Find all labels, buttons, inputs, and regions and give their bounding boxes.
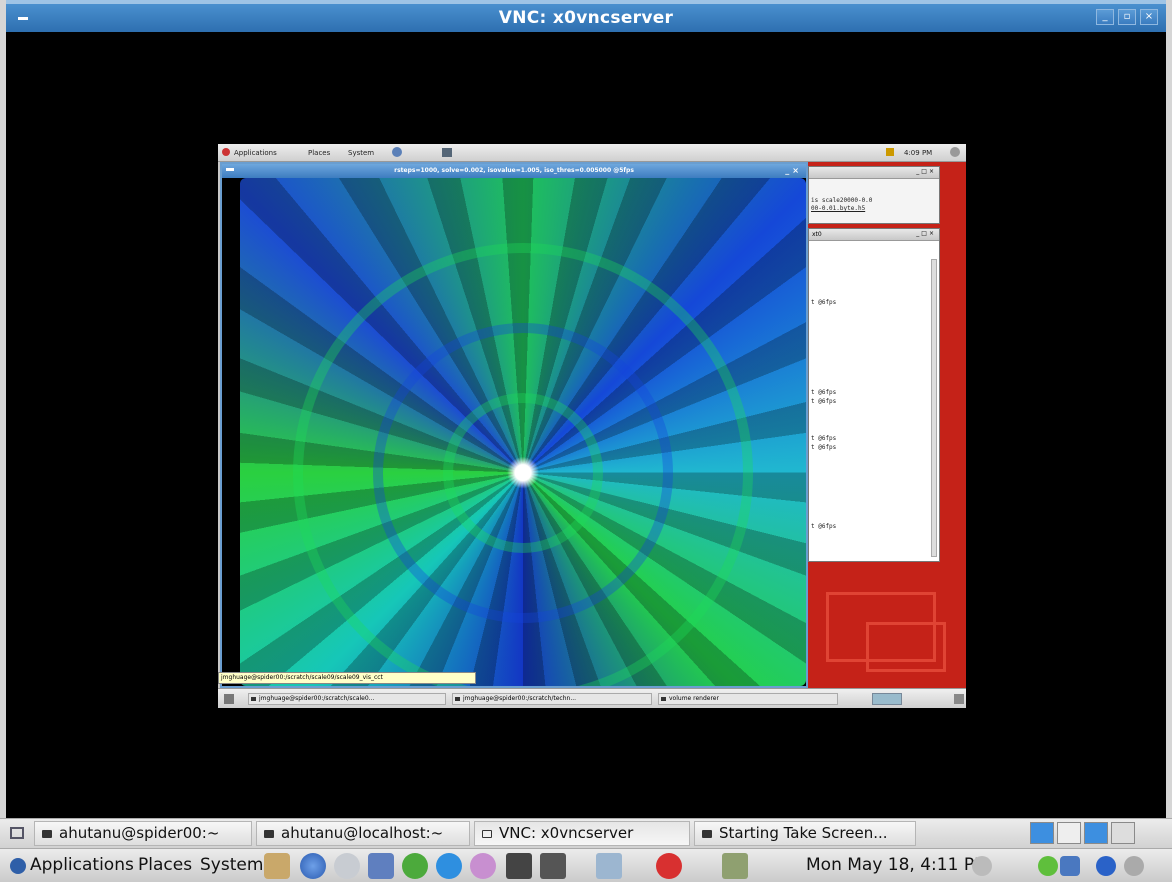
workspace-pager[interactable] [1030, 822, 1135, 844]
show-desktop-icon[interactable] [10, 824, 26, 842]
window-title: VNC: x0vncserver [498, 8, 674, 28]
remote-workspace-pager[interactable] [872, 693, 902, 705]
remote-redhat-icon [222, 148, 230, 156]
settings-gear-icon[interactable] [402, 853, 428, 879]
terminal-b-title: xt0 [812, 231, 822, 238]
remote-taskbar: jmghuage@spider00:/scratch/scale0... jmg… [218, 688, 966, 708]
volume-render-view[interactable] [240, 178, 806, 686]
camera-icon[interactable] [540, 853, 566, 879]
swirl-ring [293, 242, 753, 686]
maximize-button[interactable]: ▫ [1118, 9, 1136, 25]
remote-tooltip: jmghuage@spider00:/scratch/scale09/scale… [218, 672, 476, 684]
network-icon[interactable] [1038, 856, 1058, 876]
file-manager-icon[interactable] [264, 853, 290, 879]
host-taskbar: ahutanu@spider00:~ ahutanu@localhost:~ V… [0, 818, 1172, 848]
remote-task-item[interactable]: volume renderer [658, 693, 838, 705]
workspace-1[interactable] [1030, 822, 1054, 844]
remote-show-desktop-icon[interactable] [224, 694, 234, 704]
system-monitor-icon[interactable] [368, 853, 394, 879]
remote-update-icon[interactable] [886, 148, 894, 156]
workspace-4[interactable] [1111, 822, 1135, 844]
skype-icon[interactable] [436, 853, 462, 879]
chat-icon[interactable] [470, 853, 496, 879]
distro-logo-icon[interactable] [10, 858, 26, 874]
task-label: VNC: x0vncserver [499, 824, 634, 842]
volume-icon[interactable] [972, 856, 992, 876]
terminal-b-line: t @6fps [811, 398, 837, 405]
task-label: ahutanu@localhost:~ [281, 824, 444, 842]
background-shape [826, 592, 936, 662]
menu-places[interactable]: Places [138, 855, 193, 875]
task-ahutanu-spider00[interactable]: ahutanu@spider00:~ [34, 821, 252, 846]
task-label: ahutanu@spider00:~ [59, 824, 220, 842]
remote-menu-applications[interactable]: Applications [234, 149, 277, 157]
host-menu-panel: Applications Places System Mon May 18, 4… [0, 848, 1172, 882]
vnc-viewport[interactable]: Applications Places System 4:09 PM _□× i… [6, 32, 1166, 818]
task-vnc-x0vncserver[interactable]: VNC: x0vncserver [474, 821, 690, 846]
screenshot-icon[interactable] [596, 853, 622, 879]
window-menu-button[interactable] [14, 10, 32, 26]
terminal-b-line: t @6fps [811, 435, 837, 442]
terminal-icon [702, 830, 712, 838]
terminal-b-controls[interactable]: _□× [916, 230, 936, 237]
display-icon[interactable] [1060, 856, 1080, 876]
terminal-a-line: is scale20000-0.0 [811, 197, 873, 204]
browser-icon[interactable] [300, 853, 326, 879]
remote-menu-places[interactable]: Places [308, 149, 331, 157]
minimize-button[interactable]: _ [1096, 9, 1114, 25]
terminal-b-line: t @6fps [811, 299, 837, 306]
terminal-icon [42, 830, 52, 838]
task-ahutanu-localhost[interactable]: ahutanu@localhost:~ [256, 821, 470, 846]
renderer-menu-button[interactable] [226, 168, 234, 171]
background-shape [866, 622, 946, 672]
terminal-a-controls[interactable]: _□× [916, 168, 936, 175]
remote-clock[interactable]: 4:09 PM [904, 149, 933, 157]
remote-volume-icon[interactable] [950, 147, 960, 157]
calculator-icon[interactable] [722, 853, 748, 879]
renderer-window-controls[interactable]: _× [785, 166, 802, 175]
menu-system[interactable]: System [200, 855, 264, 875]
terminal-b-titlebar[interactable]: xt0 _□× [809, 229, 939, 241]
remote-top-panel: Applications Places System 4:09 PM [218, 144, 966, 162]
search-icon[interactable] [334, 853, 360, 879]
bluetooth-icon[interactable] [1096, 856, 1116, 876]
volume-renderer-window[interactable]: rsteps=1000, solve=0.002, isovalue=1.005… [220, 162, 808, 688]
task-starting-take-screenshot[interactable]: Starting Take Screen... [694, 821, 916, 846]
opera-icon[interactable] [656, 853, 682, 879]
terminal-a-line: 00-0.01.byte.h5 [811, 205, 866, 212]
notification-icon[interactable] [1124, 856, 1144, 876]
terminal-icon [264, 830, 274, 838]
task-label: Starting Take Screen... [719, 824, 888, 842]
terminal-b-scrollbar[interactable] [931, 259, 937, 557]
terminal-b-line: t @6fps [811, 389, 837, 396]
remote-task-item[interactable]: jmghuage@spider00:/scratch/scale0... [248, 693, 446, 705]
remote-desktop[interactable]: Applications Places System 4:09 PM _□× i… [218, 144, 966, 708]
remote-launcher-icon[interactable] [442, 148, 452, 157]
remote-terminal-window-a[interactable]: _□× is scale20000-0.0 00-0.01.byte.h5 [808, 166, 940, 224]
remote-task-item[interactable]: jmghuage@spider00:/scratch/techn... [452, 693, 652, 705]
workspace-3[interactable] [1084, 822, 1108, 844]
remote-trash-icon[interactable] [954, 694, 964, 704]
remote-terminal-window-b[interactable]: xt0 _□× t @6fps t @6fps t @6fps t @6fps t… [808, 228, 940, 562]
terminal-launcher-icon[interactable] [506, 853, 532, 879]
window-icon [482, 830, 492, 838]
terminal-b-line: t @6fps [811, 444, 837, 451]
clock[interactable]: Mon May 18, 4:11 PM [806, 855, 989, 875]
workspace-2[interactable] [1057, 822, 1081, 844]
menu-applications[interactable]: Applications [30, 855, 134, 875]
renderer-title-text: rsteps=1000, solve=0.002, isovalue=1.005… [394, 167, 634, 174]
remote-browser-icon[interactable] [392, 147, 402, 157]
remote-menu-system[interactable]: System [348, 149, 375, 157]
terminal-a-titlebar[interactable]: _□× [809, 167, 939, 179]
volume-renderer-titlebar[interactable]: rsteps=1000, solve=0.002, isovalue=1.005… [222, 164, 806, 178]
close-button[interactable]: × [1140, 9, 1158, 25]
terminal-b-line: t @6fps [811, 523, 837, 530]
vnc-window-titlebar[interactable]: VNC: x0vncserver _ ▫ × [6, 0, 1166, 32]
